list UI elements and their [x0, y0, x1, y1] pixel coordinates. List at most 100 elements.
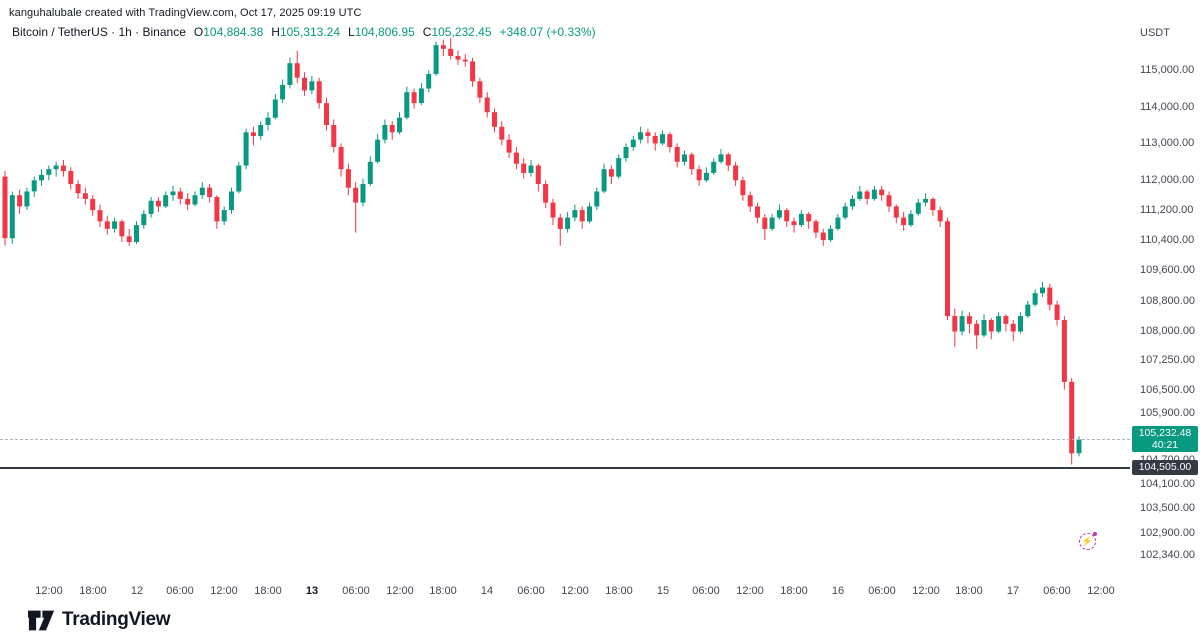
- change-value: +348.07 (+0.33%): [499, 25, 596, 39]
- candle: [68, 171, 74, 184]
- candle: [725, 154, 731, 166]
- candle: [733, 165, 739, 181]
- candle: [945, 221, 950, 317]
- candlestick-chart: [2, 38, 1082, 465]
- time-tick-label: 12:00: [736, 585, 764, 597]
- candle: [1076, 439, 1082, 454]
- candle: [915, 202, 921, 214]
- candle: [535, 165, 541, 184]
- candle: [324, 103, 329, 125]
- candle: [952, 316, 958, 332]
- price-tick-label: 108,800.00: [1140, 295, 1196, 307]
- candle: [623, 147, 629, 159]
- lightning-dot: [1093, 532, 1097, 536]
- lightning-icon[interactable]: ⚡: [1079, 532, 1097, 550]
- candle: [163, 195, 169, 207]
- price-axis[interactable]: USDT 105,232.48 40:21 104,505.00 115,000…: [1130, 0, 1200, 580]
- candle: [755, 206, 760, 218]
- time-tick-label: 06:00: [342, 585, 370, 597]
- price-tick-label: 114,000.00: [1140, 101, 1195, 113]
- attribution-text: kanguhalubale created with TradingView.c…: [9, 7, 362, 19]
- candle: [411, 92, 417, 104]
- candle: [703, 172, 709, 181]
- candle: [718, 154, 724, 162]
- candle: [871, 189, 877, 199]
- candle: [630, 139, 636, 148]
- candle: [433, 45, 439, 74]
- time-tick-label: 06:00: [692, 585, 720, 597]
- candle: [389, 125, 395, 133]
- time-tick-label: 06:00: [166, 585, 194, 597]
- candle: [499, 126, 505, 140]
- candle: [660, 134, 665, 144]
- price-tick-label: 102,900.00: [1140, 527, 1196, 539]
- candle: [828, 228, 834, 241]
- time-tick-label: 18:00: [955, 585, 983, 597]
- candle: [667, 134, 673, 148]
- candle: [528, 165, 534, 173]
- lightning-glyph: ⚡: [1081, 536, 1094, 546]
- time-tick-label: 18:00: [429, 585, 457, 597]
- candle: [1025, 304, 1031, 317]
- price-chart-canvas[interactable]: ⚡: [0, 0, 1130, 580]
- candle: [484, 97, 490, 113]
- time-tick-label: 12: [130, 585, 144, 597]
- candle: [492, 112, 497, 127]
- time-tick-label: 06:00: [1043, 585, 1071, 597]
- low-value: L104,806.95: [348, 25, 415, 39]
- time-tick-label: 14: [480, 585, 494, 597]
- candle: [638, 132, 644, 140]
- candle: [543, 184, 549, 203]
- candle: [141, 213, 147, 226]
- candle: [893, 206, 899, 218]
- symbol-title[interactable]: Bitcoin / TetherUS · 1h · Binance: [12, 25, 186, 39]
- candle: [645, 132, 651, 136]
- candle: [966, 316, 972, 324]
- candle: [579, 210, 585, 222]
- candle: [930, 198, 936, 211]
- time-axis[interactable]: 12:00 18:00 12 06:00 12:00 18:00 13 06:00 12:00 1…: [0, 580, 1130, 604]
- currency-label: USDT: [1140, 27, 1170, 39]
- candle: [148, 200, 154, 214]
- candle: [221, 210, 227, 222]
- candle: [265, 117, 271, 125]
- candle: [97, 210, 103, 222]
- price-tick-label: 103,500.00: [1140, 502, 1196, 514]
- candle: [470, 61, 476, 82]
- tradingview-logo[interactable]: TradingView: [28, 609, 171, 631]
- candle: [813, 221, 819, 233]
- high-value: H105,313.24: [271, 25, 341, 39]
- candle: [360, 184, 366, 203]
- candle: [937, 210, 943, 222]
- candle: [784, 210, 790, 222]
- hline-price-badge: 104,505.00: [1132, 460, 1198, 475]
- candle: [565, 217, 571, 229]
- candle: [1047, 287, 1053, 305]
- candle: [747, 195, 753, 207]
- price-tick-label: 113,000.00: [1140, 137, 1195, 149]
- bar-countdown: 40:21: [1151, 439, 1179, 451]
- candle: [886, 195, 892, 207]
- candle: [46, 169, 52, 175]
- candle: [331, 125, 337, 147]
- candle: [901, 217, 907, 226]
- candle: [850, 198, 855, 207]
- candle: [302, 77, 307, 91]
- time-tick-label: 16: [831, 585, 845, 597]
- candle: [309, 81, 315, 91]
- candle: [316, 81, 322, 104]
- horizontal-line-drawing[interactable]: [0, 467, 1130, 469]
- symbol-info-bar: Bitcoin / TetherUS · 1h · Binance O104,8…: [12, 25, 596, 39]
- candle: [981, 320, 987, 336]
- candle: [762, 217, 768, 229]
- candle: [1003, 316, 1009, 324]
- candle: [90, 198, 96, 211]
- candle: [375, 139, 381, 162]
- candle: [550, 202, 556, 218]
- candle: [674, 147, 680, 162]
- time-tick-label: 18:00: [605, 585, 633, 597]
- ohlc-values: O104,884.38 H105,313.24 L104,806.95 C105…: [194, 25, 492, 39]
- price-tick-label: 104,100.00: [1140, 478, 1196, 490]
- candle: [864, 191, 870, 199]
